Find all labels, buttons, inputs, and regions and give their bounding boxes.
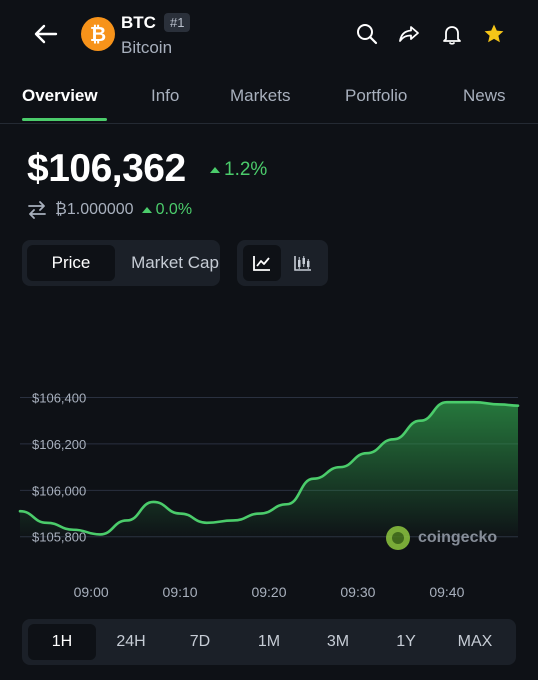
range-max-button[interactable]: MAX	[457, 633, 493, 650]
range-24h-button[interactable]: 24H	[116, 633, 146, 650]
range-3m-button[interactable]: 3M	[326, 633, 350, 650]
x-axis-tick-label: 09:10	[163, 584, 198, 600]
metric-toggle: Price Market Cap	[22, 240, 220, 286]
range-1h-button[interactable]: 1H	[28, 624, 96, 660]
tab-info[interactable]: Info	[151, 86, 180, 105]
range-1m-button[interactable]: 1M	[257, 633, 281, 650]
price-change: 1.2%	[210, 159, 267, 181]
tab-overview[interactable]: Overview	[22, 86, 98, 105]
candlestick-chart-icon	[294, 256, 311, 271]
coingecko-logo-icon	[386, 526, 410, 550]
tab-bar: Overview Info Markets Portfolio News	[0, 70, 538, 124]
price-toggle-button[interactable]: Price	[27, 245, 115, 281]
x-axis-tick-label: 09:30	[340, 584, 375, 600]
tab-news[interactable]: News	[463, 86, 506, 105]
current-price: $106,362	[27, 147, 186, 190]
price-change-value: 1.2%	[224, 159, 268, 180]
btc-price-row: ₿1.000000 0.0%	[27, 201, 192, 219]
y-axis-tick-label: $106,200	[32, 437, 86, 452]
price-chart: $106,400 $106,200 $106,000 $105,800 09:00 09…	[18, 391, 520, 600]
line-chart-icon	[253, 256, 270, 271]
rank-badge: #1	[164, 13, 191, 32]
btc-change-value: 0.0%	[155, 201, 193, 218]
x-axis-tick-label: 09:20	[251, 584, 286, 600]
y-axis-tick-label: $105,800	[32, 530, 86, 545]
coin-name: Bitcoin	[121, 38, 173, 57]
up-arrow-icon	[141, 207, 152, 213]
star-icon[interactable]	[482, 22, 506, 46]
line-chart-button[interactable]	[243, 245, 281, 281]
tab-markets[interactable]: Markets	[230, 86, 291, 105]
chart-type-toggle	[237, 240, 328, 286]
price-line	[18, 400, 520, 536]
x-axis-tick-label: 09:00	[74, 584, 109, 600]
convert-arrows-icon	[28, 201, 46, 219]
y-axis-tick-label: $106,000	[32, 483, 86, 498]
candlestick-chart-button[interactable]	[284, 245, 322, 281]
coin-symbol: BTC	[121, 13, 156, 32]
coin-header: ₿ BTC #1 Bitcoin	[0, 0, 538, 70]
btc-price-value: ₿1.000000	[55, 201, 134, 218]
bell-icon[interactable]	[440, 22, 464, 46]
share-icon[interactable]	[397, 22, 421, 46]
up-arrow-icon	[210, 167, 220, 173]
y-axis-tick-label: $106,400	[32, 391, 86, 406]
time-range-selector: 1H 24H 7D 1M 3M 1Y MAX	[22, 619, 516, 665]
search-icon[interactable]	[355, 22, 379, 46]
btc-price-change: 0.0%	[141, 201, 193, 219]
market-cap-toggle-button[interactable]: Market Cap	[131, 253, 219, 272]
tab-portfolio[interactable]: Portfolio	[345, 86, 408, 105]
back-arrow-icon[interactable]	[32, 20, 60, 48]
bitcoin-logo-icon: ₿	[81, 17, 115, 51]
range-7d-button[interactable]: 7D	[189, 633, 211, 650]
active-tab-indicator	[22, 118, 107, 121]
x-axis-tick-label: 09:40	[429, 584, 464, 600]
price-area-fill	[20, 402, 518, 540]
watermark-text: coingecko	[418, 529, 498, 546]
range-1y-button[interactable]: 1Y	[396, 633, 416, 650]
coingecko-watermark: coingecko	[386, 526, 497, 550]
